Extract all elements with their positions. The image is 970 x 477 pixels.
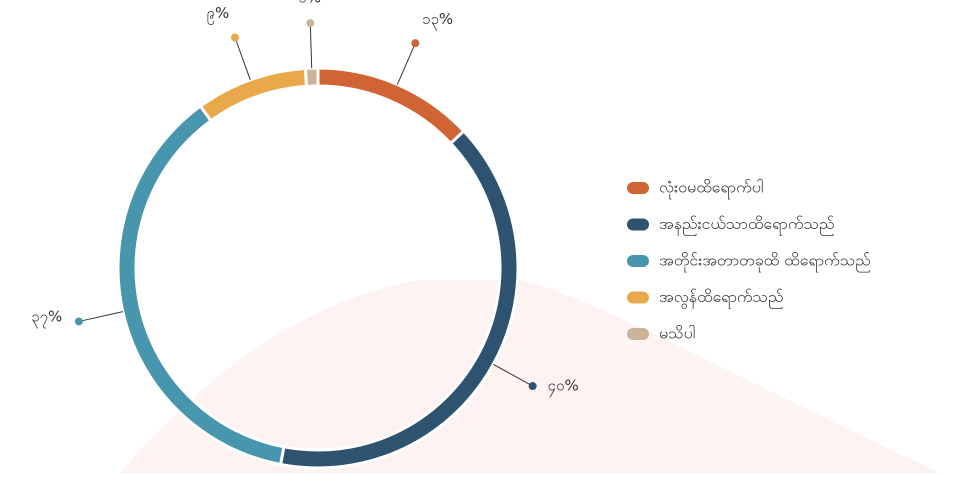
leader-line bbox=[234, 37, 251, 80]
leader-line bbox=[309, 23, 313, 69]
background-watermark bbox=[120, 280, 940, 473]
leader-line bbox=[493, 363, 533, 387]
legend-swatch bbox=[627, 328, 649, 340]
leader-line bbox=[396, 42, 416, 85]
leader-line bbox=[78, 311, 123, 322]
legend-swatch bbox=[627, 182, 649, 194]
donut-segment bbox=[303, 66, 320, 88]
data-label: ၉% bbox=[207, 4, 230, 25]
data-label: ၄၀% bbox=[548, 377, 579, 398]
legend-swatch bbox=[627, 291, 649, 304]
legend-label: အတိုင်းအတာတခုထိ ထိရောက်သည် bbox=[659, 251, 871, 273]
legend-label: မသိပါ bbox=[659, 324, 696, 343]
legend-swatch bbox=[627, 218, 649, 231]
data-label: ၁% bbox=[298, 0, 321, 7]
legend-label: အလွန်ထိရောက်သည် bbox=[659, 287, 784, 309]
data-label: ၃၇% bbox=[31, 308, 62, 329]
legend-label: အနည်းငယ်သာထိရောက်သည် bbox=[659, 214, 835, 236]
leader-dot bbox=[306, 19, 315, 28]
donut-segment bbox=[198, 66, 309, 123]
donut-segment bbox=[316, 66, 466, 146]
leader-dot bbox=[74, 317, 83, 326]
leader-dot bbox=[231, 33, 240, 42]
leader-dot bbox=[411, 39, 420, 48]
data-label: ၁၃% bbox=[422, 10, 453, 31]
legend-label: လုံးဝမထိရောက်ပါ bbox=[659, 178, 764, 200]
legend-swatch bbox=[627, 255, 649, 267]
leader-dot bbox=[528, 382, 537, 391]
